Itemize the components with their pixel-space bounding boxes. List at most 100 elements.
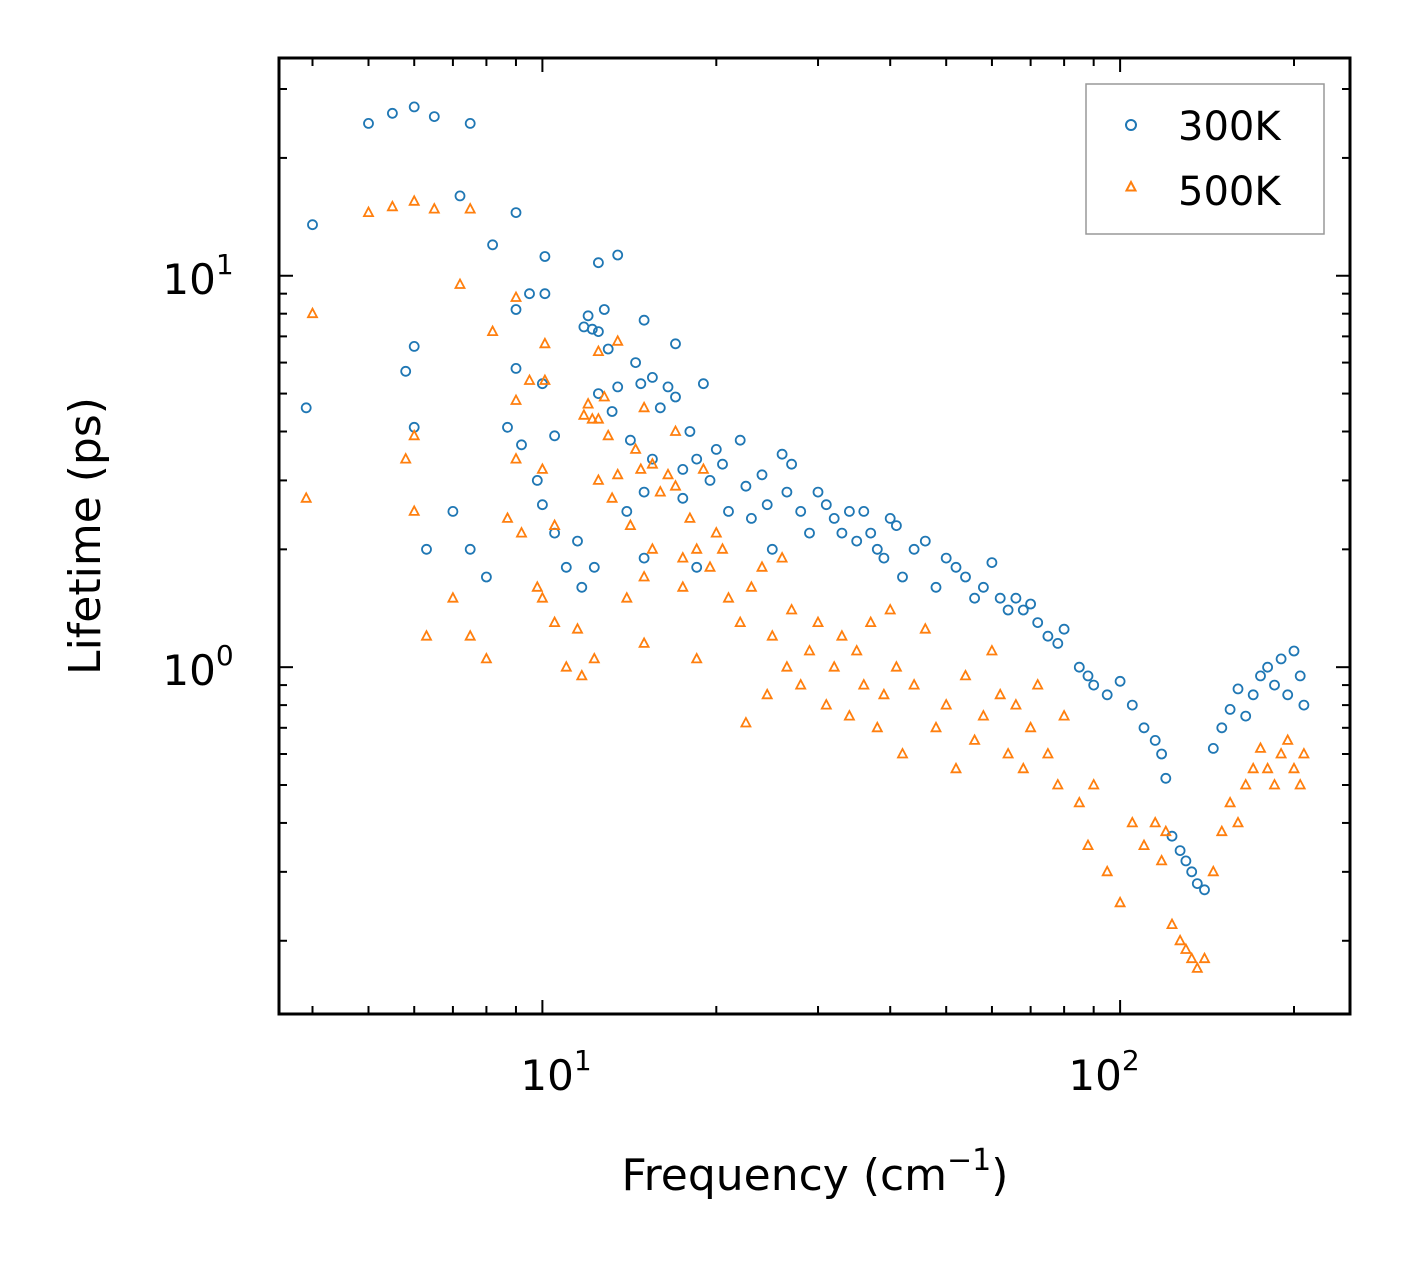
point-300K [677,463,689,475]
point-500K [646,542,659,554]
point-500K [362,205,375,218]
point-300K [804,527,815,539]
point-500K [884,603,897,615]
point-500K [843,709,856,721]
point-300K [1255,670,1266,682]
point-300K [1002,604,1014,616]
point-300K [878,552,890,564]
point-300K [1156,748,1167,760]
point-500K [662,467,674,480]
point-500K [1082,838,1094,850]
legend: 300K 500K [1085,83,1325,235]
point-500K [1051,778,1064,790]
point-500K [959,668,972,681]
point-500K [620,591,633,603]
point-500K [1294,778,1307,790]
point-500K [968,733,981,745]
point-500K [994,687,1007,700]
point-300K [684,426,696,437]
point-500K [890,660,903,672]
point-300K [812,486,824,498]
point-300K [1180,855,1192,867]
point-500K [766,629,779,641]
point-500K [896,747,909,759]
point-300K [510,304,522,315]
point-300K [884,513,896,524]
point-500K [1058,709,1071,721]
point-300K [1025,598,1036,610]
point-500K [1087,778,1100,790]
point-500K [690,651,703,664]
point-500K [638,636,651,648]
point-300K [539,251,551,262]
point-500K [501,511,514,523]
point-300K [1126,699,1138,711]
point-500K [1191,961,1204,973]
point-300K [1073,661,1085,673]
point-500K [446,591,459,603]
point-300K [891,520,902,531]
point-300K [691,453,703,465]
point-300K [969,592,980,604]
point-300K [871,543,883,555]
point-500K [629,442,642,454]
point-300K [510,207,522,219]
point-300K [454,190,466,202]
point-300K [1288,645,1300,657]
point-500K [669,479,682,491]
point-300K [549,430,560,442]
point-500K [704,560,716,572]
point-300K [786,458,797,470]
point-300K [307,219,318,231]
point-300K [1275,653,1287,665]
point-500K [510,290,522,302]
y-axis-title: Lifetime (ps) [60,397,111,675]
y-tick-label-10-1: 101 [162,248,233,304]
point-500K [1024,720,1037,733]
point-300K [978,581,989,593]
point-300K [647,371,658,383]
point-500K [919,622,932,634]
point-500K [602,428,615,441]
point-300K [1294,670,1306,682]
point-300K [897,571,908,583]
point-500K [1281,733,1294,745]
point-500K [480,651,493,664]
point-500K [586,412,599,424]
point-500K [464,629,477,641]
point-500K [776,551,789,563]
point-300K [638,486,650,498]
point-500K [864,615,877,627]
point-300K [480,571,492,583]
point-300K [635,378,647,390]
point-500K [1198,951,1211,964]
point-300K [1058,623,1070,635]
point-500K [1174,933,1187,946]
point-300K [1262,661,1273,673]
point-300K [654,402,666,414]
point-300K [776,448,788,460]
point-300K [1191,878,1203,889]
point-300K [1269,679,1280,691]
point-300K [908,543,920,555]
point-300K [1082,670,1094,682]
point-300K [638,552,650,564]
point-500K [577,408,590,420]
point-500K [812,615,824,627]
point-300K [408,340,420,352]
point-500K [428,202,441,214]
point-300K [625,434,636,446]
point-500K [835,629,848,641]
point-300K [582,310,594,322]
point-500K [646,457,659,469]
point-500K [1002,747,1015,759]
point-500K [1009,698,1022,710]
point-300K [1138,722,1150,734]
legend-marker-500K [1124,179,1138,192]
point-500K [690,542,703,554]
point-300K [300,402,312,414]
point-300K [1232,683,1244,695]
point-300K [1216,722,1228,734]
point-300K [1160,772,1172,784]
